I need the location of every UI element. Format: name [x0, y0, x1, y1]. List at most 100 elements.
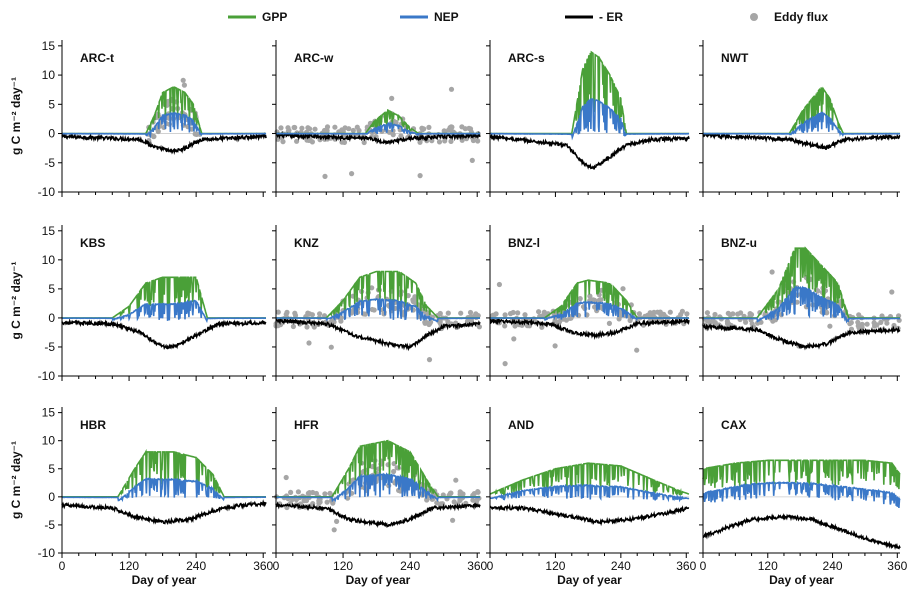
- eddy-flux-point: [592, 297, 598, 303]
- eddy-flux-point: [426, 357, 433, 363]
- legend-entry-3: - ER: [565, 10, 623, 24]
- x-tick-label: 360: [676, 559, 696, 573]
- nep-line: [61, 111, 267, 139]
- legend-entry-4: Eddy flux: [750, 10, 828, 24]
- eddy-flux-point: [334, 518, 340, 525]
- eddy-flux-point: [847, 321, 853, 327]
- eddy-flux-point: [458, 310, 464, 316]
- eddy-flux-point: [647, 310, 653, 316]
- eddy-flux-point: [889, 289, 895, 295]
- eddy-flux-point: [522, 312, 528, 318]
- x-axis-title: Day of year: [557, 573, 622, 587]
- eddy-flux-point: [306, 340, 312, 346]
- y-axis-title: g C m⁻² day⁻¹: [9, 441, 23, 519]
- x-tick-label: 0: [273, 559, 280, 573]
- eddy-flux-point: [280, 139, 286, 145]
- eddy-flux-point: [192, 131, 198, 137]
- eddy-flux-point: [891, 322, 897, 329]
- x-tick-label: 120: [545, 559, 565, 573]
- panel-cax: 0 120 240 360 CAX: [699, 407, 908, 573]
- x-tick-label: 0: [59, 559, 66, 573]
- eddy-flux-point: [324, 128, 330, 134]
- nep-line: [61, 299, 266, 324]
- y-tick-label: -5: [44, 156, 55, 170]
- eddy-flux-point: [349, 171, 355, 177]
- eddy-flux-point: [330, 500, 336, 506]
- legend-entry-1: GPP: [228, 10, 287, 24]
- panel-bnz-u: BNZ-u: [699, 225, 902, 381]
- nep-line: [61, 477, 267, 503]
- eddy-flux-point: [345, 495, 351, 501]
- gpp-line: [703, 246, 900, 319]
- eddy-flux-point: [769, 269, 775, 275]
- panel-knz: KNZ: [272, 225, 482, 381]
- eddy-flux-point: [859, 324, 865, 330]
- gpp-line: [702, 459, 901, 490]
- y-tick-label: 15: [42, 39, 56, 53]
- er-line: [275, 130, 481, 146]
- eddy-flux-point: [322, 491, 328, 497]
- eddy-flux-point: [290, 323, 296, 330]
- eddy-flux-point: [475, 489, 481, 495]
- x-axis-title: Day of year: [769, 573, 834, 587]
- eddy-flux-point: [502, 361, 508, 367]
- eddy-flux-point: [151, 133, 157, 140]
- eddy-flux-point: [864, 321, 870, 327]
- er-line: [61, 132, 267, 156]
- eddy-flux-point: [275, 309, 281, 315]
- legend-label: GPP: [262, 10, 287, 24]
- er-line: [702, 323, 901, 351]
- eddy-flux-point: [437, 310, 443, 317]
- eddy-flux-point: [878, 319, 884, 325]
- x-tick-label: 120: [333, 559, 353, 573]
- eddy-flux-point: [338, 318, 344, 324]
- eddy-flux-point: [445, 310, 451, 316]
- y-tick-label: 5: [48, 282, 55, 296]
- eddy-flux-point: [552, 317, 558, 324]
- eddy-flux-point: [658, 312, 664, 318]
- eddy-flux-point: [181, 82, 187, 88]
- y-tick-label: 0: [48, 490, 55, 504]
- eddy-flux-point: [299, 125, 305, 131]
- panel-arc-w: ARC-w: [272, 40, 481, 197]
- eddy-flux-point: [288, 489, 294, 495]
- legend-label: NEP: [434, 10, 459, 24]
- eddy-flux-point: [304, 324, 310, 330]
- eddy-flux-point: [502, 323, 508, 329]
- eddy-flux-point: [634, 347, 640, 353]
- eddy-flux-point: [391, 468, 397, 475]
- eddy-flux-point: [496, 281, 502, 288]
- y-axis-title: g C m⁻² day⁻¹: [9, 77, 23, 155]
- er-line: [61, 318, 267, 350]
- panel-title: NWT: [721, 51, 749, 65]
- eddy-flux-point: [755, 320, 761, 326]
- eddy-flux-point: [317, 311, 323, 317]
- eddy-flux-point: [295, 489, 301, 495]
- eddy-flux-point: [342, 125, 348, 131]
- panel-title: ARC-w: [294, 51, 334, 65]
- eddy-flux-point: [450, 517, 456, 523]
- y-tick-label: -5: [44, 340, 55, 354]
- eddy-flux-point: [712, 311, 718, 318]
- x-tick-label: 360: [887, 559, 907, 573]
- nep-line: [703, 111, 901, 137]
- eddy-flux-point: [453, 477, 459, 483]
- eddy-flux-point: [369, 285, 375, 291]
- eddy-flux-point: [305, 310, 311, 316]
- er-line: [489, 132, 690, 170]
- panel-kbs: -10 -5 0 5 10 15 KBS: [38, 224, 267, 383]
- nep-line: [702, 480, 901, 509]
- eddy-flux-point: [730, 311, 736, 317]
- eddy-flux-point: [636, 311, 643, 317]
- axis-titles: g C m⁻² day⁻¹ g C m⁻² day⁻¹ g C m⁻² day⁻¹ D…: [9, 77, 834, 587]
- eddy-flux-point: [507, 311, 514, 317]
- y-tick-label: -10: [38, 546, 56, 560]
- legend-swatch: [750, 13, 758, 21]
- y-axis-title: g C m⁻² day⁻¹: [9, 261, 23, 339]
- eddy-flux-point: [294, 138, 300, 144]
- eddy-flux-point: [512, 323, 518, 329]
- eddy-flux-point: [448, 86, 455, 92]
- eddy-flux-point: [884, 320, 890, 326]
- x-tick-label: 240: [823, 559, 843, 573]
